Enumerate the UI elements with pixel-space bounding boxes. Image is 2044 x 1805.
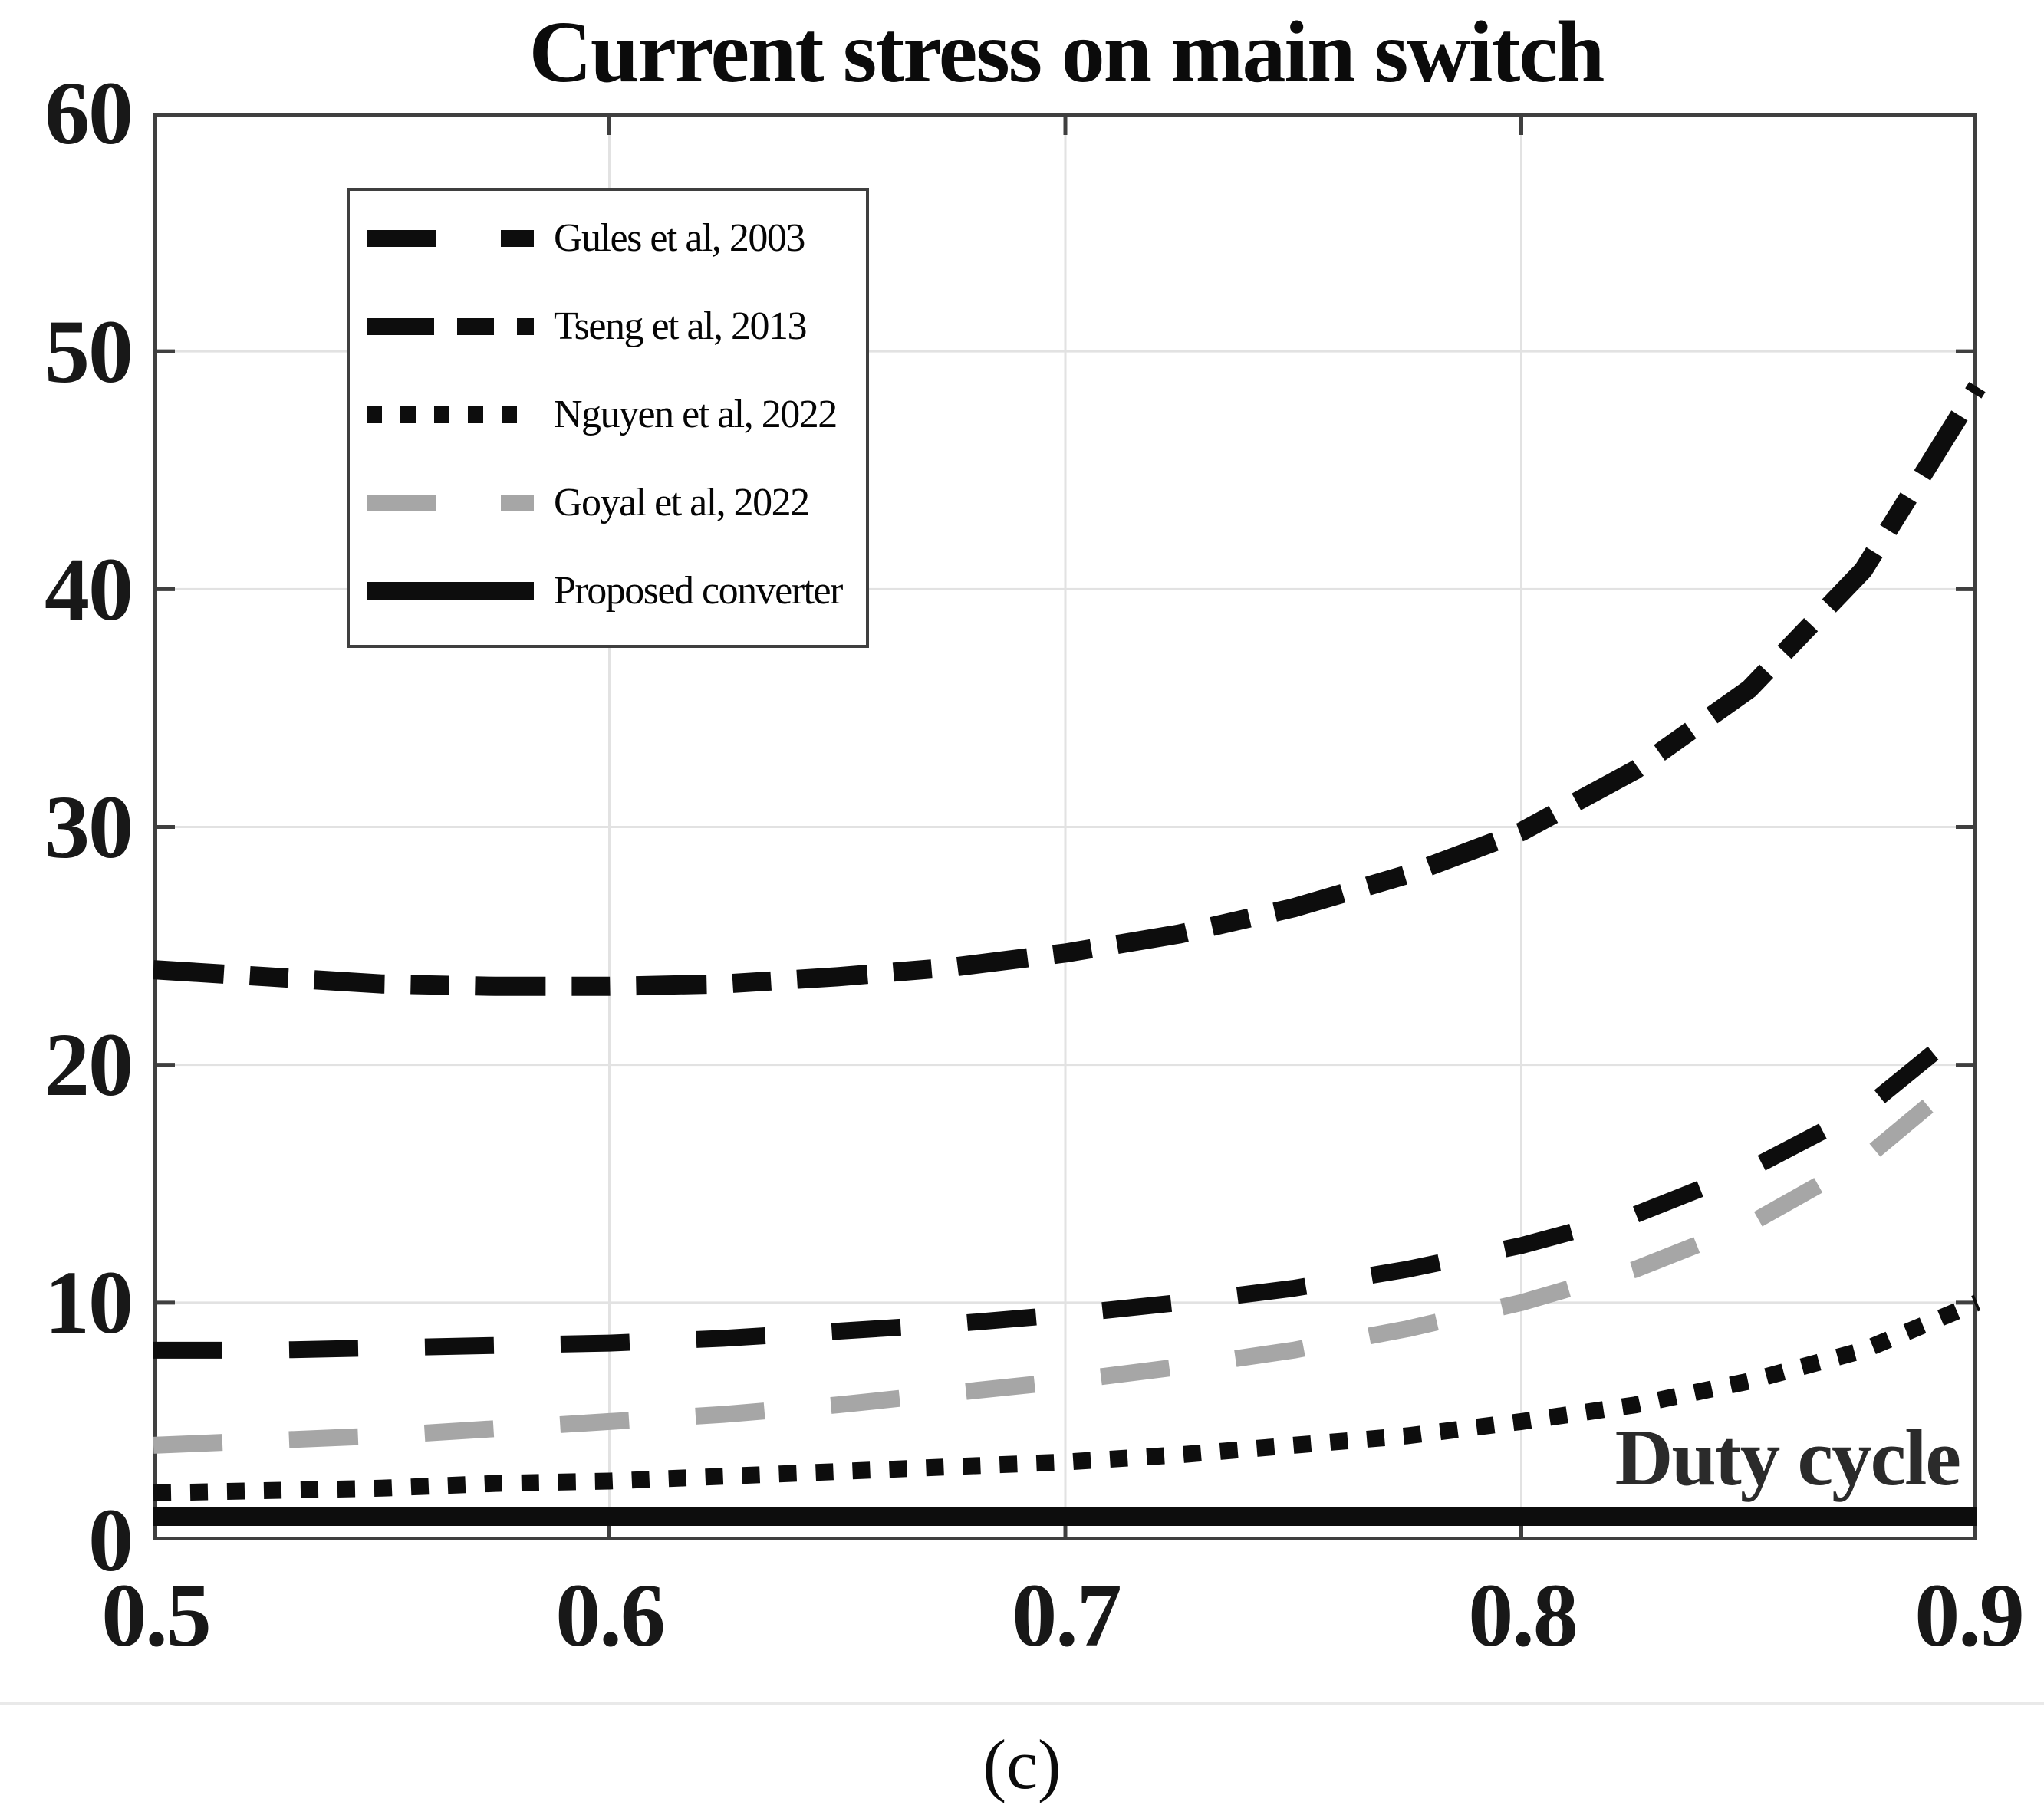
dash-dot-line-swatch — [367, 317, 534, 335]
legend-label: Gules et al, 2003 — [554, 216, 805, 260]
x-tick-label-09: 0.9 — [1914, 1565, 2024, 1665]
legend-label: Proposed converter — [554, 569, 843, 613]
gray-dashed-line-swatch — [367, 494, 534, 511]
y-tick-label-60: 60 — [44, 63, 133, 163]
dotted-line-swatch — [367, 406, 534, 423]
chart-title: Current stress on main switch — [528, 3, 1605, 100]
y-tick-label-50: 50 — [44, 301, 133, 402]
legend-item: Goyal et al, 2022 — [365, 459, 866, 547]
x-tick-label-06: 0.6 — [555, 1565, 665, 1665]
series-line-nguyen-et-al-2022 — [153, 1294, 1981, 1501]
legend-item: Nguyen et al, 2022 — [365, 370, 866, 459]
series-line-gules-et-al-2003 — [153, 1011, 1983, 1359]
y-tick-label-30: 30 — [44, 777, 133, 877]
y-tick-label-0: 0 — [88, 1490, 133, 1590]
x-tick-label-08: 0.8 — [1468, 1565, 1578, 1665]
x-tick-label-07: 0.7 — [1012, 1565, 1121, 1665]
legend-item: Proposed converter — [365, 547, 866, 635]
legend: Gules et al, 2003 Tseng et al, 2013 Nguy… — [347, 188, 869, 648]
y-tick-label-40: 40 — [44, 539, 133, 639]
divider-line — [0, 1702, 2044, 1705]
y-tick-label-20: 20 — [44, 1014, 133, 1115]
legend-label: Tseng et al, 2013 — [554, 304, 808, 348]
legend-label: Goyal et al, 2022 — [554, 481, 810, 524]
figure-caption: (c) — [983, 1725, 1061, 1803]
y-tick-label-10: 10 — [44, 1252, 133, 1353]
legend-item: Gules et al, 2003 — [365, 194, 866, 282]
legend-label: Nguyen et al, 2022 — [554, 393, 838, 436]
solid-line-swatch — [367, 581, 534, 600]
x-axis-annotation: Duty cycle — [1614, 1412, 1961, 1502]
dashed-line-swatch — [367, 229, 534, 247]
series-line-tseng-et-al-2013 — [153, 382, 1986, 996]
x-tick-label-05: 0.5 — [101, 1565, 211, 1665]
legend-item: Tseng et al, 2013 — [365, 282, 866, 370]
series-line-goyal-et-al-2022 — [153, 1058, 1983, 1454]
